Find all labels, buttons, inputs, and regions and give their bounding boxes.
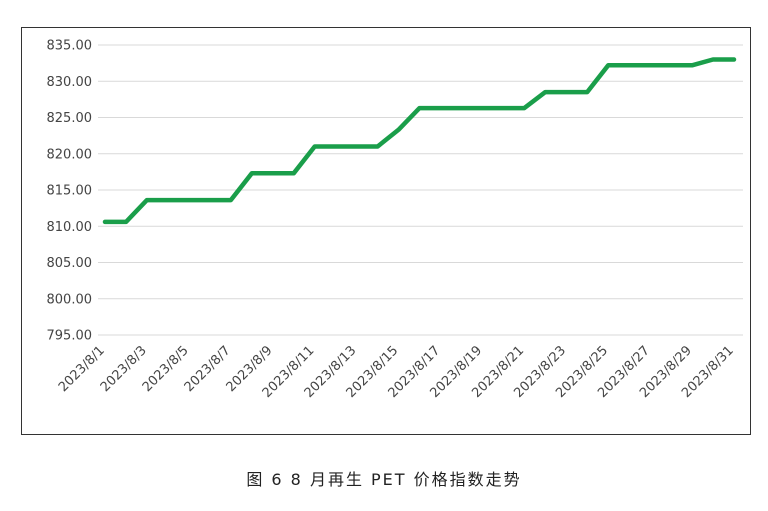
y-tick-label: 815.00 <box>47 184 93 199</box>
series-layer <box>102 57 737 225</box>
series-line <box>102 57 737 225</box>
y-tick-label: 825.00 <box>47 111 93 126</box>
y-tick-label: 810.00 <box>47 220 93 235</box>
figure-caption: 图 6 8 月再生 PET 价格指数走势 <box>246 470 522 489</box>
y-axis-ticks: 835.00 830.00 825.00 820.00 815.00 810.00 805.… <box>47 39 93 344</box>
y-tick-label: 820.00 <box>47 147 93 162</box>
chart-frame: 835.00 830.00 825.00 820.00 815.00 810.00 805.… <box>21 27 751 435</box>
x-axis-ticks: 2023/8/12023/8/32023/8/52023/8/72023/8/9… <box>56 343 737 401</box>
grid-lines <box>98 44 743 336</box>
y-tick-label: 835.00 <box>47 39 93 54</box>
y-tick-label: 795.00 <box>47 329 93 344</box>
y-tick-label: 805.00 <box>47 256 93 271</box>
y-tick-label: 830.00 <box>47 75 93 90</box>
line-chart: 835.00 830.00 825.00 820.00 815.00 810.00 805.… <box>47 39 743 401</box>
y-tick-label: 800.00 <box>47 292 93 307</box>
